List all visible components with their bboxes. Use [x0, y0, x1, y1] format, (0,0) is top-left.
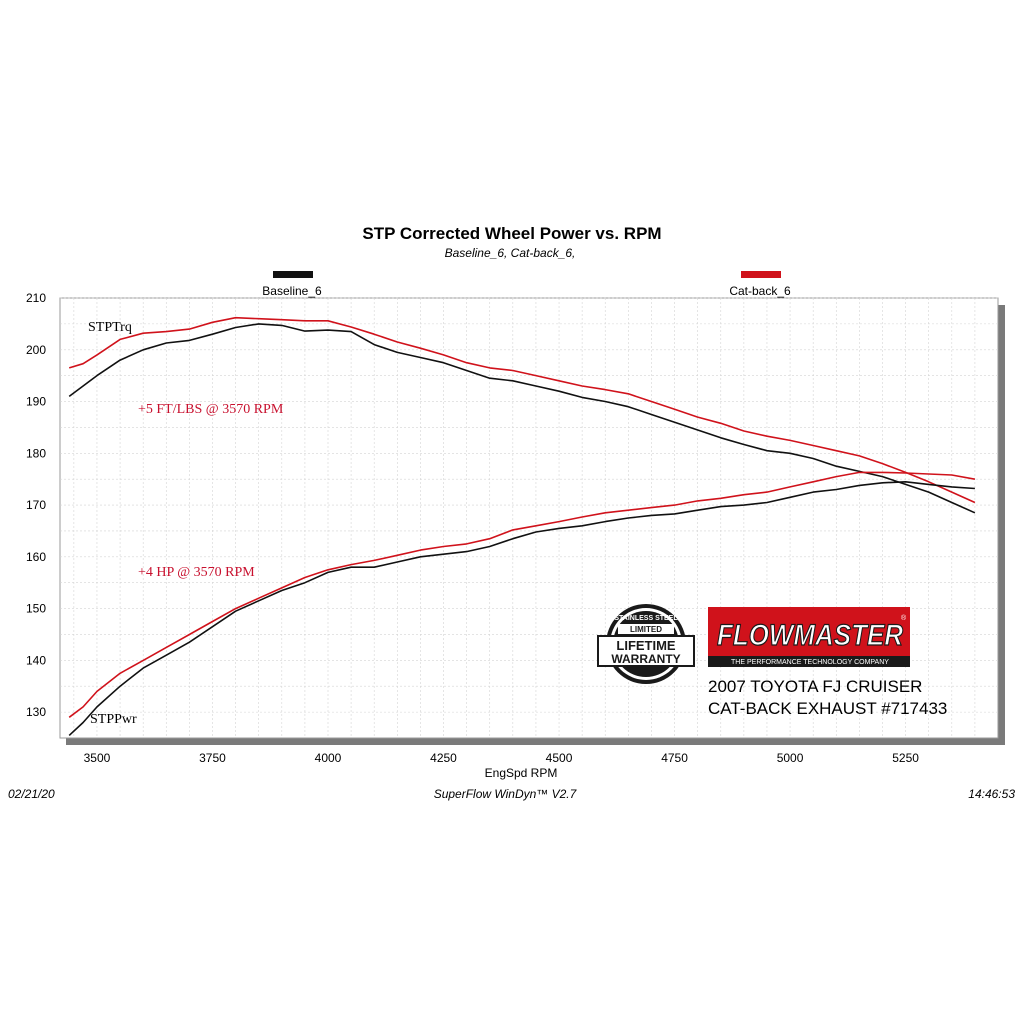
x-tick-label: 3750	[199, 751, 226, 765]
y-tick-label: 140	[26, 653, 46, 667]
x-tick-label: 4000	[315, 751, 342, 765]
series-line-baseline-torque	[68, 323, 976, 514]
y-axis-ticks: 210 200 190 180 170 160 150 140 130	[26, 291, 46, 719]
y-tick-label: 190	[26, 395, 46, 409]
legend-label-catback: Cat-back_6	[729, 284, 791, 298]
x-tick-label: 4250	[430, 751, 457, 765]
y-tick-label: 150	[26, 602, 46, 616]
series-line-baseline-power	[68, 480, 975, 736]
badge-top-text: STAINLESS STEEL	[614, 615, 678, 622]
y-tick-label: 210	[26, 291, 46, 305]
badge-lifetime-text: LIFETIME	[616, 638, 676, 653]
plot-frame	[59, 297, 999, 739]
curve-label-torque: STPTrq	[88, 320, 132, 335]
x-tick-label: 5250	[892, 751, 919, 765]
chart-title: STP Corrected Wheel Power vs. RPM	[362, 224, 661, 243]
curve-label-power: STPPwr	[90, 712, 137, 727]
brand-name: FLOWMASTER	[717, 619, 903, 652]
y-tick-label: 170	[26, 498, 46, 512]
x-tick-label: 3500	[84, 751, 111, 765]
lifetime-warranty-badge: STAINLESS STEEL LIMITED LIFETIME WARRANT…	[597, 604, 695, 684]
y-tick-label: 200	[26, 343, 46, 357]
badge-limited-text: LIMITED	[630, 625, 662, 634]
x-axis-label: EngSpd RPM	[485, 766, 558, 780]
flowmaster-logo: FLOWMASTER ® THE PERFORMANCE TECHNOLOGY …	[708, 607, 910, 667]
annotation-power-gain: +4 HP @ 3570 RPM	[138, 565, 255, 580]
y-tick-label: 180	[26, 446, 46, 460]
product-line-1: 2007 TOYOTA FJ CRUISER	[708, 677, 922, 696]
annotation-torque-gain: +5 FT/LBS @ 3570 RPM	[138, 402, 284, 417]
product-line-2: CAT-BACK EXHAUST #717433	[708, 699, 947, 718]
legend-label-baseline: Baseline_6	[262, 284, 322, 298]
badge-warranty-text: WARRANTY	[611, 652, 680, 666]
series-line-catback-power	[68, 471, 976, 718]
x-axis-ticks: 3500 3750 4000 4250 4500 4750 5000 5250	[84, 751, 920, 765]
y-tick-label: 130	[26, 705, 46, 719]
y-tick-label: 160	[26, 550, 46, 564]
grid	[60, 297, 998, 738]
brand-mark: ®	[901, 614, 907, 622]
legend-swatch-catback	[741, 271, 781, 278]
brand-tagline: THE PERFORMANCE TECHNOLOGY COMPANY	[731, 659, 889, 666]
x-tick-label: 4750	[661, 751, 688, 765]
series-lines	[68, 316, 976, 736]
footer-time: 14:46:53	[968, 787, 1015, 801]
footer-software: SuperFlow WinDyn™ V2.7	[434, 787, 578, 801]
x-tick-label: 4500	[546, 751, 573, 765]
footer-date: 02/21/20	[8, 787, 55, 801]
series-line-catback-torque	[68, 316, 976, 504]
legend-swatch-baseline	[273, 271, 313, 278]
x-tick-label: 5000	[777, 751, 804, 765]
chart-subtitle: Baseline_6, Cat-back_6,	[445, 246, 576, 260]
